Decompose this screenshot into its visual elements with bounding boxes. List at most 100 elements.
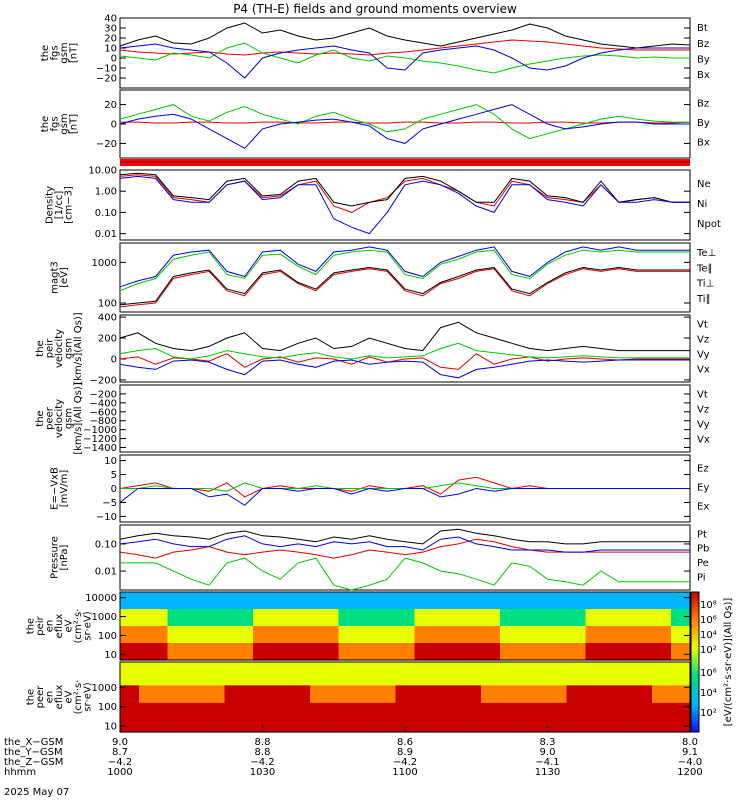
spectrogram-cell: [329, 667, 340, 675]
spectrogram-cell: [471, 643, 482, 650]
spectrogram-cell: [281, 626, 292, 633]
spectrogram-cell: [120, 662, 131, 669]
x-axis-row-name: the_X−GSM: [4, 737, 63, 748]
spectrogram-cell: [500, 662, 511, 669]
spectrogram-cell: [547, 726, 558, 733]
spectrogram-cell: [243, 654, 254, 661]
spectrogram-cell: [443, 691, 454, 698]
spectrogram-cell: [652, 592, 663, 599]
spectrogram-cell: [595, 679, 606, 686]
spectrogram-cell: [633, 720, 644, 727]
spectrogram-cell: [652, 620, 663, 627]
spectrogram-cell: [405, 691, 416, 698]
spectrogram-cell: [300, 697, 311, 704]
colorbar-tick-label: 10²: [700, 645, 717, 656]
spectrogram-cell: [262, 592, 273, 599]
spectrogram-cell: [595, 714, 606, 721]
spectrogram-cell: [215, 592, 226, 599]
spectrogram-cell: [367, 667, 378, 675]
spectrogram-cell: [433, 648, 444, 655]
spectrogram-cell: [547, 714, 558, 721]
colorbar-tick-label: 10⁴: [700, 630, 717, 641]
series-line: [119, 268, 690, 308]
spectrogram-cell: [300, 720, 311, 727]
spectrogram-cell: [186, 592, 197, 599]
spectrogram-cell: [205, 620, 216, 627]
spectrogram-cell: [443, 637, 454, 644]
spectrogram-cell: [462, 720, 473, 727]
spectrogram-cell: [224, 673, 235, 681]
spectrogram-cell: [509, 603, 520, 610]
spectrogram-cell: [671, 708, 682, 716]
spectrogram-cell: [224, 702, 235, 710]
spectrogram-cell: [405, 702, 416, 710]
spectrogram-cell: [348, 708, 359, 716]
y-tick-label: −1200: [83, 434, 117, 445]
spectrogram-cell: [376, 626, 387, 633]
spectrogram-cell: [661, 609, 672, 616]
spectrogram-cell: [443, 679, 454, 686]
spectrogram-cell: [424, 648, 435, 655]
spectrogram-cell: [167, 643, 178, 650]
spectrogram-cell: [623, 702, 634, 710]
spectrogram-cell: [443, 609, 454, 616]
spectrogram-cell: [224, 643, 235, 650]
spectrogram-cell: [291, 720, 302, 727]
spectrogram-cell: [177, 697, 188, 704]
spectrogram-cell: [661, 708, 672, 716]
spectrogram-cell: [215, 679, 226, 686]
spectrogram-cell: [538, 654, 549, 661]
spectrogram-cell: [167, 648, 178, 655]
spectrogram-cell: [338, 662, 349, 669]
spectrogram-cell: [186, 609, 197, 616]
spectrogram-cell: [291, 614, 302, 621]
spectrogram-cell: [462, 708, 473, 716]
spectrogram-cell: [595, 592, 606, 599]
spectrogram-cell: [405, 637, 416, 644]
spectrogram-cell: [262, 637, 273, 644]
spectrogram-cell: [414, 708, 425, 716]
spectrogram-cell: [462, 714, 473, 721]
spectrogram-cell: [186, 697, 197, 704]
spectrogram-cell: [405, 667, 416, 675]
spectrogram-cell: [528, 685, 539, 692]
spectrogram-cell: [167, 592, 178, 599]
spectrogram-cell: [253, 648, 264, 655]
spectrogram-cell: [329, 654, 340, 661]
spectrogram-cell: [509, 714, 520, 721]
spectrogram-cell: [424, 708, 435, 716]
spectrogram-cell: [471, 609, 482, 616]
y-tick-label: 10: [104, 456, 117, 467]
y-tick-label: 0: [111, 484, 117, 495]
spectrogram-cell: [367, 631, 378, 638]
spectrogram-cell: [291, 597, 302, 604]
spectrogram-cell: [519, 592, 530, 599]
spectrogram-cell: [680, 720, 691, 727]
spectrogram-cell: [452, 720, 463, 727]
spectrogram-cell: [186, 597, 197, 604]
spectrogram-cell: [633, 643, 644, 650]
spectrogram-cell: [642, 708, 653, 716]
spectrogram-cell: [576, 603, 587, 610]
spectrogram-cell: [167, 654, 178, 661]
y-tick-label: −1400: [83, 443, 117, 454]
spectrogram-cell: [395, 609, 406, 616]
spectrogram-cell: [557, 648, 568, 655]
spectrogram-cell: [452, 654, 463, 661]
spectrogram-cell: [310, 592, 321, 599]
spectrogram-cell: [329, 697, 340, 704]
spectrogram-cell: [490, 726, 501, 733]
spectrogram-cell: [414, 631, 425, 638]
spectrogram-cell: [139, 648, 150, 655]
spectrogram-cell: [642, 648, 653, 655]
spectrogram-cell: [281, 620, 292, 627]
spectrogram-cell: [652, 614, 663, 621]
spectrogram-cell: [205, 631, 216, 638]
spectrogram-cell: [471, 714, 482, 721]
spectrogram-cell: [300, 708, 311, 716]
spectrogram-cell: [528, 708, 539, 716]
spectrogram-cell: [177, 691, 188, 698]
spectrogram-cell: [139, 620, 150, 627]
spectrogram-cell: [243, 626, 254, 633]
